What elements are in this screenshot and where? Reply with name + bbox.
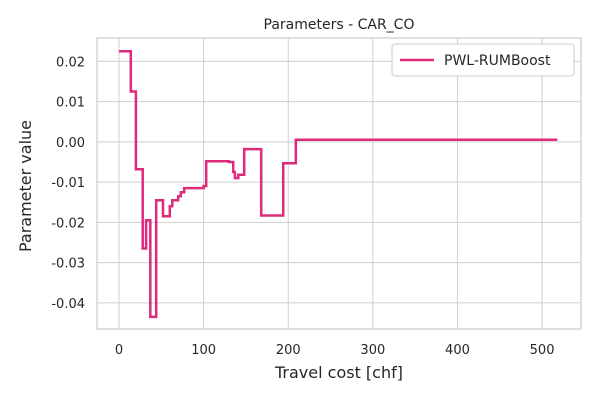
y-tick-label: 0.00: [56, 136, 85, 151]
series-layer: [119, 50, 558, 319]
y-tick-label: -0.03: [51, 257, 85, 272]
chart-title: Parameters - CAR_CO: [264, 17, 415, 33]
y-tick-label: -0.04: [51, 297, 85, 312]
x-tick-label: 200: [276, 343, 301, 358]
y-tick-label: -0.01: [51, 176, 85, 191]
y-tick-label: -0.02: [51, 216, 85, 231]
x-tick-labels: 0 100 200 300 400 500: [115, 343, 555, 358]
y-tick-label: 0.01: [56, 96, 85, 111]
legend: PWL-RUMBoost: [391, 43, 575, 77]
plot-frame: [96, 37, 582, 330]
y-tick-labels: 0.02 0.01 0.00 -0.01 -0.02 -0.03 -0.04: [51, 55, 85, 311]
x-axis-label: Travel cost [chf]: [274, 363, 403, 382]
legend-label: PWL-RUMBoost: [444, 53, 551, 69]
x-tick-label: 100: [191, 343, 216, 358]
legend-box: [391, 43, 575, 77]
series-line: [119, 50, 558, 319]
grid-layer: [97, 38, 581, 329]
y-axis-label: Parameter value: [16, 120, 35, 252]
x-tick-label: 0: [115, 343, 123, 358]
x-tick-label: 300: [360, 343, 385, 358]
y-tick-label: 0.02: [56, 55, 85, 70]
x-tick-label: 400: [445, 343, 470, 358]
x-tick-label: 500: [530, 343, 555, 358]
